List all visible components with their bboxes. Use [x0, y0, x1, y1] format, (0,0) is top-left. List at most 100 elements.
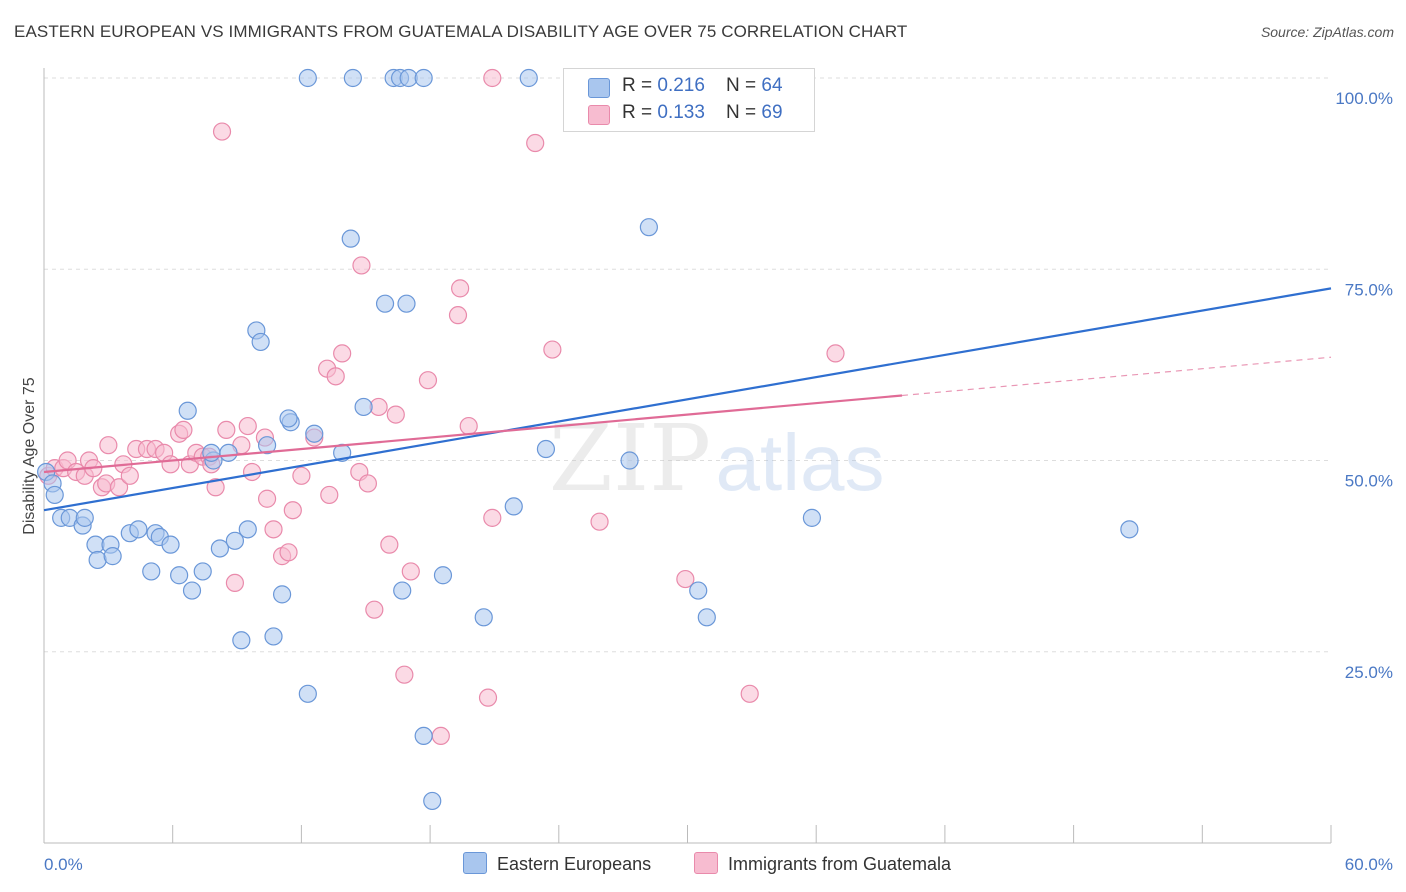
pink-point-50	[386, 405, 405, 424]
blue-point-25	[225, 531, 245, 550]
blue-point-16	[142, 562, 161, 581]
blue-point-41	[397, 294, 416, 313]
blue-point-61	[519, 68, 538, 88]
source-label: Source: ZipAtlas.com	[1260, 24, 1394, 40]
legend-n-label: N =	[726, 102, 762, 123]
pink-point-36	[279, 543, 298, 562]
pink-point-63	[676, 569, 695, 589]
blue-point-46	[474, 608, 493, 627]
legend-n-value-pink: 69	[761, 102, 783, 123]
blue-point-38	[341, 229, 360, 248]
y-axis-title: Disability Age Over 75	[21, 377, 38, 535]
pink-point-31	[242, 462, 262, 482]
pink-point-30	[238, 416, 257, 436]
blue-point-22	[202, 443, 221, 462]
pink-point-55	[448, 306, 468, 325]
watermark-atlas: atlas	[716, 418, 885, 507]
pink-point-58	[478, 688, 498, 707]
legend-swatch-blue	[588, 78, 610, 98]
blue-point-53	[802, 508, 822, 527]
pink-point-49	[380, 535, 399, 554]
blue-point-27	[232, 631, 251, 650]
blue-point-34	[272, 585, 292, 604]
blue-point-17	[170, 566, 189, 585]
y-tick-label-2: 50.0%	[1345, 472, 1393, 491]
pink-point-46	[352, 256, 371, 275]
pink-point-54	[431, 726, 450, 746]
pink-point-53	[418, 371, 438, 390]
blue-point-50	[639, 218, 658, 237]
blue-point-19	[193, 562, 212, 581]
blue-point-42	[393, 581, 412, 600]
axis-labels: 100.0% 75.0% 50.0% 25.0% 0.0% 60.0% Disability…	[21, 89, 1393, 874]
bottom-legend-pink-label: Immigrants from Guatemala	[728, 854, 952, 874]
blue-point-49	[620, 451, 639, 470]
pink-point-8	[99, 436, 118, 455]
pink-point-33	[257, 489, 277, 508]
watermark: ZIP atlas	[549, 405, 885, 512]
pink-point-62	[590, 512, 609, 531]
pink-point-11	[109, 478, 129, 497]
pink-point-43	[320, 485, 339, 505]
blue-point-33	[279, 409, 298, 428]
blue-point-52	[697, 608, 716, 627]
pink-point-38	[292, 466, 311, 485]
blue-point-15	[161, 535, 180, 554]
blue-point-12	[129, 520, 148, 539]
pink-point-27	[217, 420, 236, 439]
legend-n-label: N =	[726, 75, 762, 96]
y-tick-label-0: 100.0%	[1335, 89, 1393, 108]
legend-swatch-pink	[588, 105, 610, 125]
legend-n-value-blue: 64	[761, 75, 783, 96]
blue-point-40	[375, 294, 395, 313]
legend-r-label: R =	[622, 102, 658, 123]
bottom-swatch-pink	[694, 852, 718, 874]
chart-title: EASTERN EUROPEAN VS IMMIGRANTS FROM GUAT…	[14, 22, 908, 41]
pink-point-18	[161, 455, 180, 474]
legend-r-value-pink: 0.133	[657, 102, 705, 123]
blue-point-56	[343, 68, 362, 88]
legend-r-value-blue: 0.216	[657, 75, 705, 96]
y-tick-label-1: 75.0%	[1345, 280, 1393, 299]
blue-point-47	[504, 497, 523, 516]
blue-point-24	[210, 539, 229, 558]
pink-point-41	[326, 367, 345, 386]
blue-point-23	[219, 443, 238, 462]
blue-point-36	[298, 684, 317, 703]
blue-point-26	[238, 520, 257, 539]
pink-point-34	[264, 520, 283, 539]
blue-point-44	[423, 791, 442, 811]
pink-point-13	[120, 466, 139, 485]
y-tick-label-3: 25.0%	[1345, 663, 1393, 682]
blue-point-60	[414, 68, 433, 88]
pink-point-57	[459, 416, 478, 436]
blue-point-55	[298, 68, 317, 88]
pink-point-26	[206, 478, 225, 497]
blue-point-30	[257, 436, 277, 455]
blue-point-18	[182, 581, 202, 600]
pink-point-66	[212, 122, 232, 141]
pink-point-45	[358, 474, 377, 493]
blue-point-9	[88, 550, 107, 570]
pink-point-37	[283, 501, 302, 520]
x-tick-label-right: 60.0%	[1345, 855, 1393, 874]
blue-point-6	[75, 508, 94, 527]
blue-point-45	[433, 566, 453, 585]
pink-point-64	[740, 684, 759, 703]
pink-trend-dashed	[901, 356, 1332, 397]
blue-point-43	[414, 726, 433, 746]
blue-point-39	[354, 397, 373, 417]
grid-lines	[44, 77, 1331, 653]
bottom-legend-blue-label: Eastern Europeans	[497, 854, 652, 874]
bottom-legend-pink: Immigrants from Guatemala	[694, 852, 951, 875]
stats-legend: R = 0.216 N = 64 R = 0.133 N = 69	[563, 68, 815, 132]
blue-point-10	[103, 547, 122, 566]
blue-point-2	[45, 485, 64, 505]
pink-point-51	[395, 665, 414, 684]
legend-r-label: R =	[622, 75, 658, 96]
pink-point-28	[225, 573, 245, 593]
x-tick-label-left: 0.0%	[44, 855, 83, 874]
blue-point-31	[264, 627, 283, 646]
blue-points	[37, 68, 1139, 811]
